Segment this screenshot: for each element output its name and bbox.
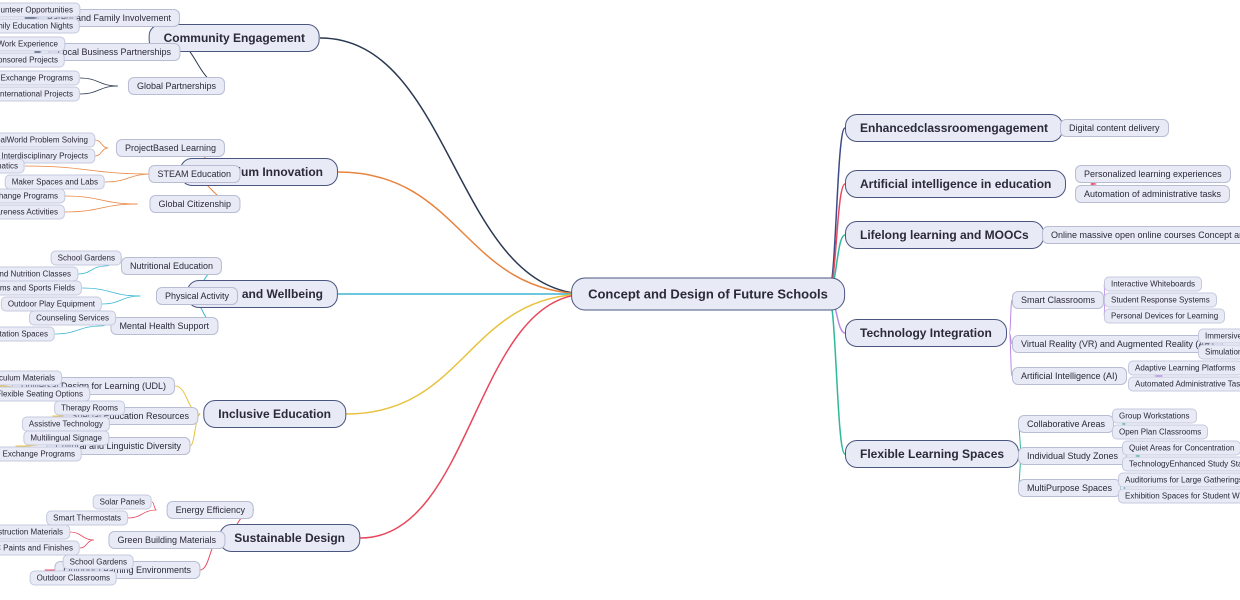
leaf-node: Science, Technology, Engineering, Arts, …	[0, 159, 25, 174]
leaf-node: Maker Spaces and Labs	[5, 175, 105, 190]
sub-node: Nutritional Education	[121, 257, 222, 275]
leaf-node: Automated Administrative Tasks	[1128, 377, 1240, 392]
leaf-node: Simulations for Complex Concepts	[1198, 345, 1240, 360]
leaf-node: Counseling Services	[29, 311, 116, 326]
leaf-node: Virtual Exchange Programs	[0, 71, 80, 86]
main-mooc: Lifelong learning and MOOCs	[845, 221, 1044, 249]
leaf-node: Cultural Exchange Programs	[0, 447, 82, 462]
leaf-node: Outdoor Play Equipment	[1, 297, 102, 312]
sub-node: Global Citizenship	[149, 195, 240, 213]
leaf-node: IndustrySponsored Projects	[0, 53, 65, 68]
leaf-node: Assistive Technology	[22, 417, 110, 432]
leaf-node: Personal Devices for Learning	[1104, 309, 1225, 324]
sub-node: Artificial Intelligence (AI)	[1012, 367, 1127, 385]
leaf-node: Recycled Construction Materials	[0, 525, 70, 540]
leaf-node: Cultural Awareness Activities	[0, 205, 65, 220]
leaf-node: Immersive Learning Experiences	[1198, 329, 1240, 344]
leaf-node: Therapy Rooms	[54, 401, 125, 416]
leaf-node: Open Plan Classrooms	[1112, 425, 1208, 440]
sub-node: Personalized learning experiences	[1075, 165, 1231, 183]
main-sustainable: Sustainable Design	[219, 524, 360, 552]
sub-node: Online massive open online courses Conce…	[1042, 226, 1240, 244]
leaf-node: Cooking and Nutrition Classes	[0, 267, 78, 282]
sub-node: Energy Efficiency	[167, 501, 254, 519]
leaf-node: Internships and Work Experience	[0, 37, 65, 52]
leaf-node: Group Workstations	[1112, 409, 1197, 424]
leaf-node: Family Education Nights	[0, 19, 80, 34]
sub-node: Global Partnerships	[128, 77, 225, 95]
leaf-node: School Gardens	[51, 251, 122, 266]
sub-node: Green Building Materials	[108, 531, 225, 549]
sub-node: Automation of administrative tasks	[1075, 185, 1230, 203]
sub-node: Smart Classrooms	[1012, 291, 1104, 309]
leaf-node: Student Response Systems	[1104, 293, 1217, 308]
sub-node: Mental Health Support	[110, 317, 218, 335]
leaf-node: Exhibition Spaces for Student Work	[1118, 489, 1240, 504]
leaf-node: Quiet Areas for Concentration	[1122, 441, 1240, 456]
leaf-node: Interactive Whiteboards	[1104, 277, 1202, 292]
leaf-node: International Exchange Programs	[0, 189, 65, 204]
main-inclusive: Inclusive Education	[203, 400, 346, 428]
main-tech: Technology Integration	[845, 319, 1007, 347]
main-ai: Artificial intelligence in education	[845, 170, 1066, 198]
main-enhanced: Enhancedclassroomengagement	[845, 114, 1063, 142]
leaf-node: TechnologyEnhanced Study Stations	[1122, 457, 1240, 472]
sub-node: MultiPurpose Spaces	[1018, 479, 1121, 497]
leaf-node: Auditoriums for Large Gatherings	[1118, 473, 1240, 488]
leaf-node: Low VOC Paints and Finishes	[0, 541, 80, 556]
sub-node: Physical Activity	[156, 287, 238, 305]
sub-node: Local Business Partnerships	[48, 43, 180, 61]
sub-node: Virtual Reality (VR) and Augmented Reali…	[1012, 335, 1223, 353]
leaf-node: School Gardens	[63, 555, 134, 570]
sub-node: STEAM Education	[148, 165, 240, 183]
leaf-node: Solar Panels	[93, 495, 152, 510]
sub-node: ProjectBased Learning	[116, 139, 225, 157]
leaf-node: Multilingual Signage	[23, 431, 109, 446]
leaf-node: Outdoor Classrooms	[30, 571, 117, 586]
leaf-node: Mindfulness and Meditation Spaces	[0, 327, 55, 342]
leaf-node: Adaptive Learning Platforms	[1128, 361, 1240, 376]
leaf-node: Smart Thermostats	[46, 511, 128, 526]
sub-node: Digital content delivery	[1060, 119, 1169, 137]
sub-node: Collaborative Areas	[1018, 415, 1114, 433]
leaf-node: Volunteer Opportunities	[0, 3, 80, 18]
leaf-node: RealWorld Problem Solving	[0, 133, 95, 148]
leaf-node: Collaborative International Projects	[0, 87, 80, 102]
leaf-node: Accessible Curriculum Materials	[0, 371, 62, 386]
sub-node: Individual Study Zones	[1018, 447, 1127, 465]
leaf-node: Gymnasiums and Sports Fields	[0, 281, 82, 296]
leaf-node: Flexible Seating Options	[0, 387, 90, 402]
main-flex: Flexible Learning Spaces	[845, 440, 1019, 468]
root-node: Concept and Design of Future Schools	[571, 278, 845, 311]
